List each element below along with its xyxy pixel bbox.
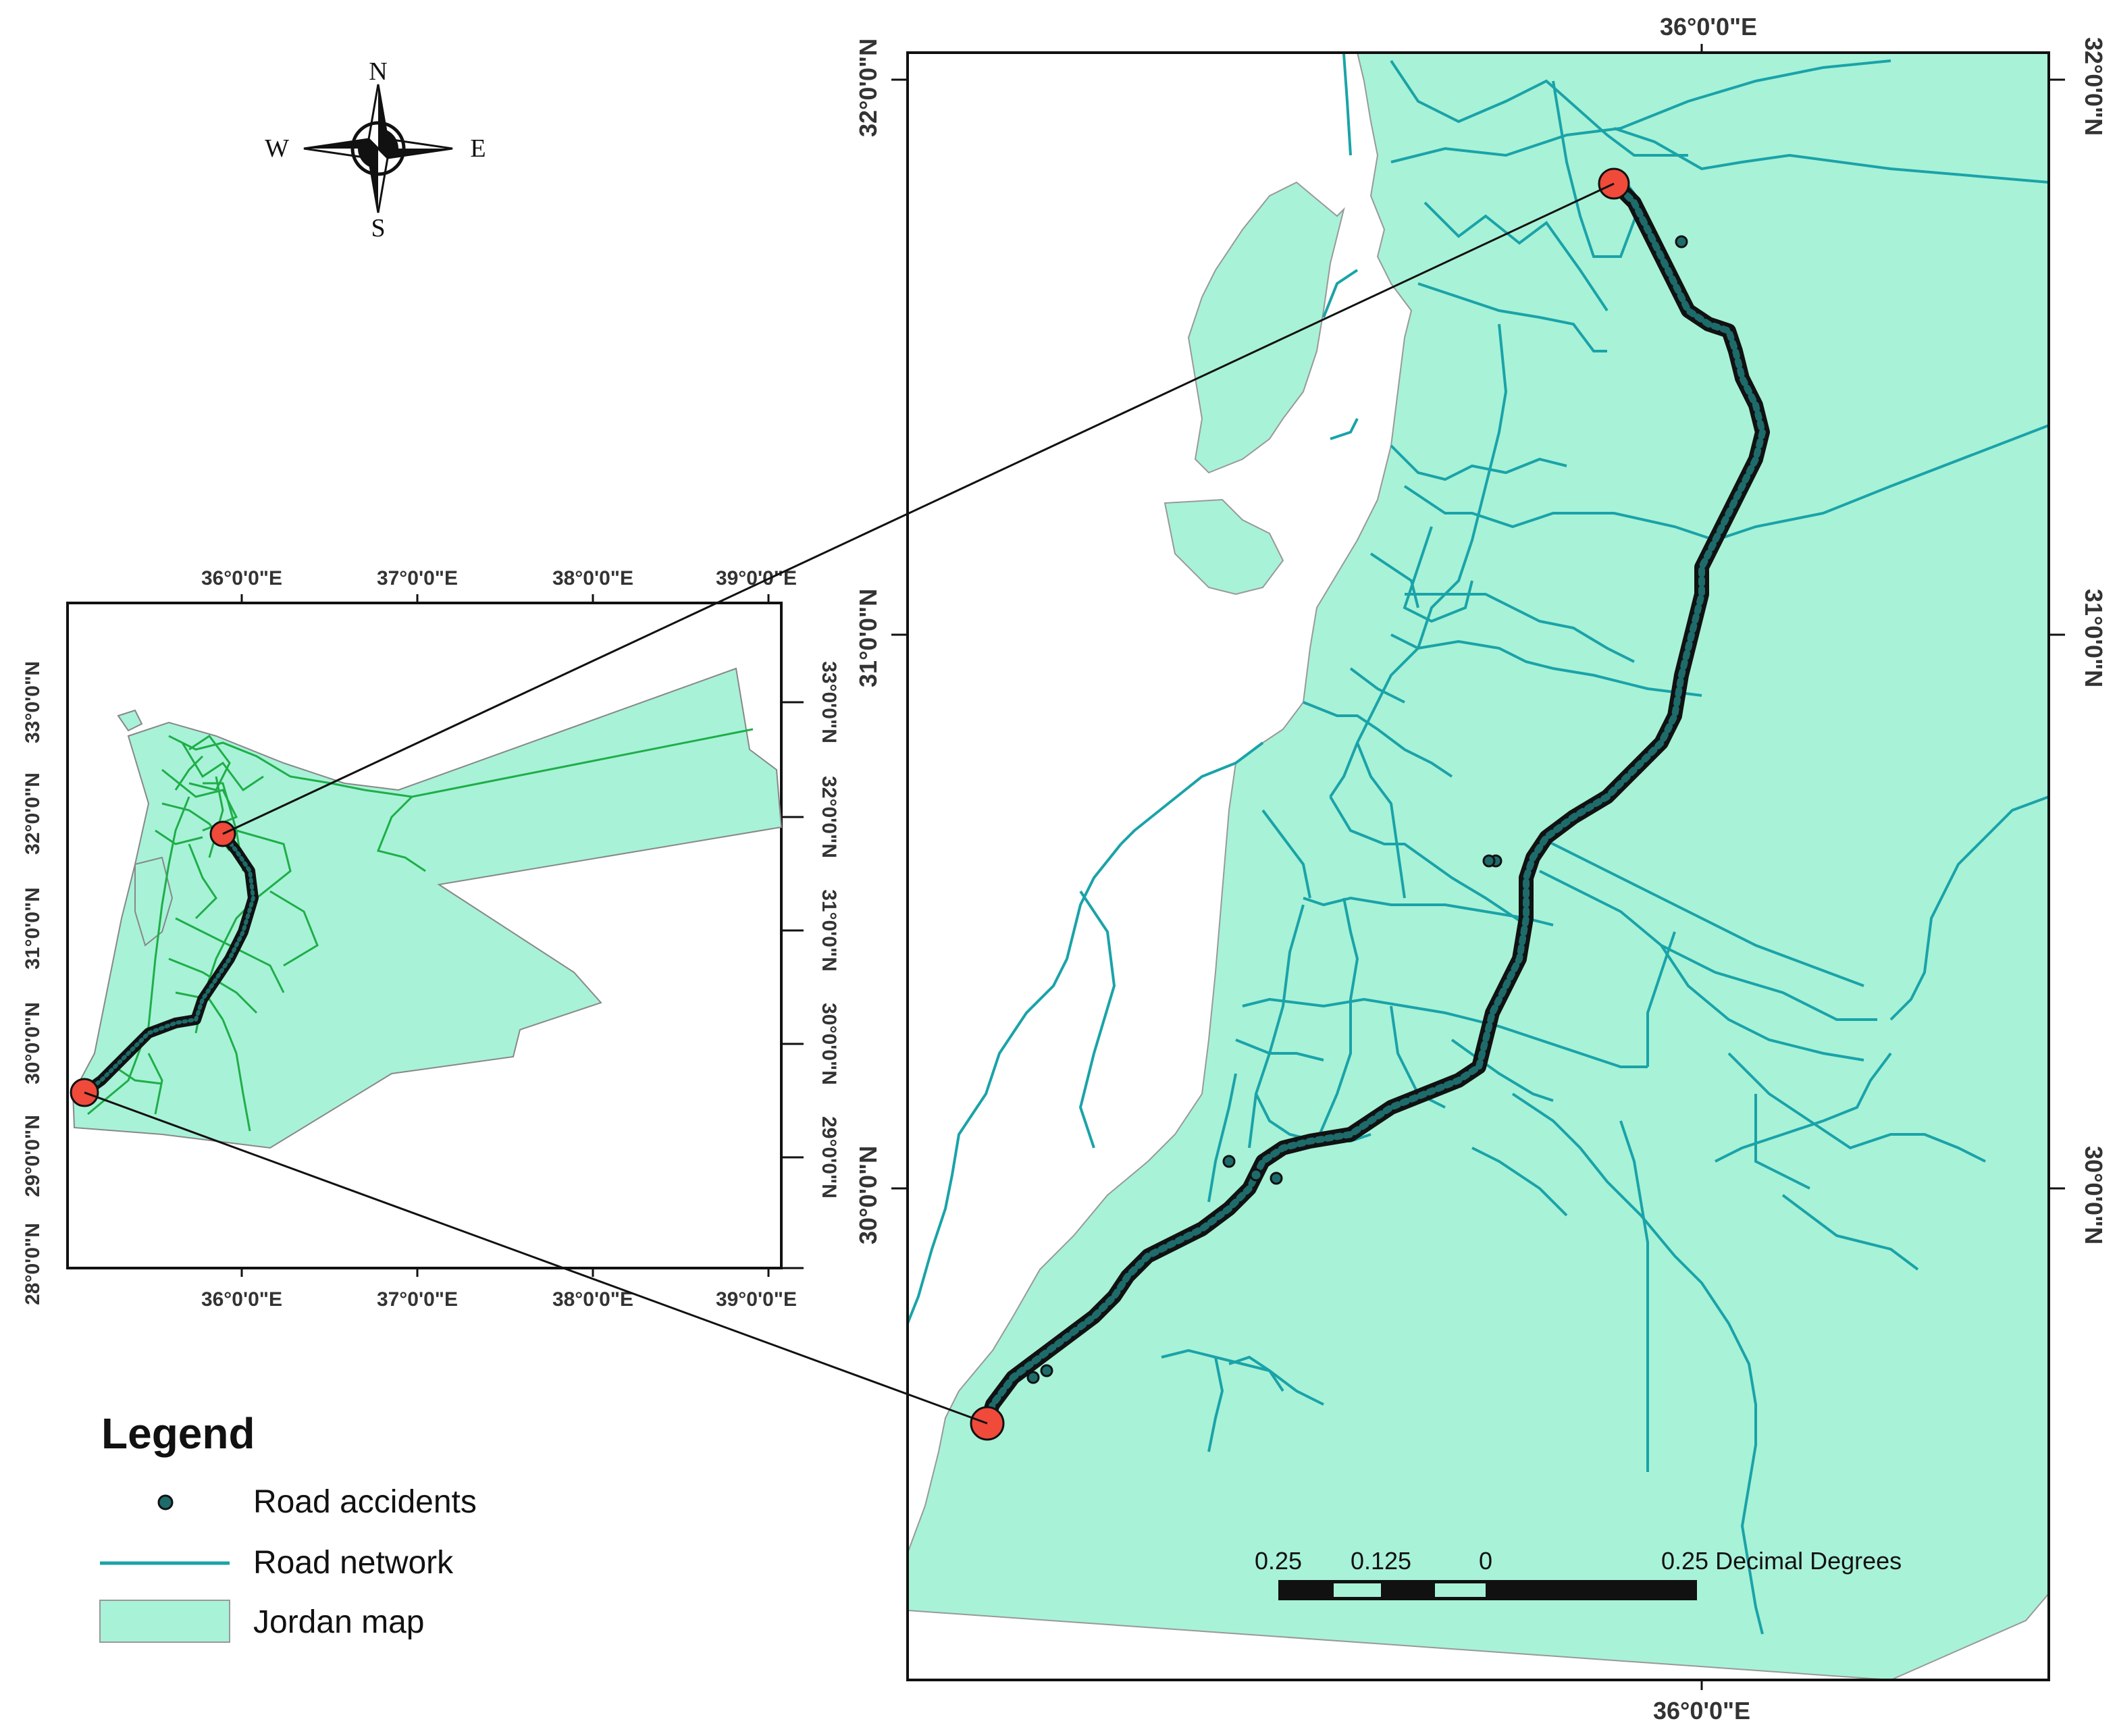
legend-item-label: Road network (253, 1545, 454, 1581)
main-left-tick: 32°0'0"N (854, 38, 882, 137)
inset-jordan-polygon (72, 667, 783, 1149)
inset-bottom-tick: 37°0'0"E (377, 1288, 458, 1311)
legend-item-label: Road accidents (253, 1484, 477, 1520)
inset-right-tick: 30°0'0"N (818, 1003, 840, 1085)
main-right-tick: 31°0'0"N (2080, 589, 2108, 687)
legend-item-label: Jordan map (253, 1604, 424, 1640)
main-map: 0.25 0.125 0 0.25 Decimal Degrees 36°0'0… (854, 13, 2108, 1725)
inset-right-tick: 29°0'0"N (818, 1116, 840, 1199)
inset-map: 36°0'0"E 37°0'0"E 38°0'0"E 39°0'0"E 36°0… (22, 567, 840, 1311)
inset-right-tick: 32°0'0"N (818, 776, 840, 858)
main-jordan-polygon (908, 53, 2049, 1680)
scale-label: 0.25 (1255, 1547, 1302, 1575)
inset-left-tick: 30°0'0"N (22, 1002, 44, 1084)
inset-golan-polygon (117, 709, 143, 732)
inset-bottom-tick: 36°0'0"E (201, 1288, 282, 1311)
main-road-network (908, 53, 2049, 1635)
inset-tick-marks (240, 594, 804, 1277)
main-west-bank-polygon (1187, 181, 1345, 474)
scale-label: 0.125 (1351, 1547, 1411, 1575)
main-bottom-tick: 36°0'0"E (1653, 1697, 1750, 1725)
inset-bottom-tick: 39°0'0"E (716, 1288, 797, 1311)
inset-left-tick: 32°0'0"N (22, 772, 44, 855)
inset-accident-points (82, 832, 256, 1095)
main-accident-points (983, 179, 1767, 1428)
inset-top-tick: 37°0'0"E (377, 567, 458, 589)
compass-rose: N S E W (265, 57, 486, 242)
main-left-tick: 30°0'0"N (854, 1146, 882, 1244)
inset-right-tick: 33°0'0"N (818, 661, 840, 743)
legend: Legend Road accidents Road network Jorda… (99, 1409, 477, 1643)
zoom-connector-lines (84, 182, 1615, 1425)
inset-left-tick: 31°0'0"N (22, 887, 44, 970)
inset-left-tick: 33°0'0"N (22, 661, 44, 743)
main-accident-outliers (1026, 235, 1688, 1384)
inset-left-tick: 28°0'0"N (22, 1223, 44, 1305)
inset-top-tick: 38°0'0"E (552, 567, 633, 589)
inset-bottom-tick: 38°0'0"E (552, 1288, 633, 1311)
inset-right-tick: 31°0'0"N (818, 889, 840, 972)
main-tick-marks (891, 44, 2065, 1690)
legend-title: Legend (101, 1409, 255, 1458)
main-right-tick: 32°0'0"N (2080, 37, 2108, 136)
scale-end-label: 0.25 Decimal Degrees (1661, 1547, 1902, 1575)
legend-jordan-symbol (99, 1600, 230, 1643)
scale-label: 0 (1479, 1547, 1492, 1575)
inset-west-bank-polygon (134, 856, 174, 947)
compass-north-label: N (369, 57, 387, 86)
compass-east-label: E (470, 134, 486, 163)
inset-left-tick: 29°0'0"N (22, 1115, 44, 1197)
main-right-tick: 30°0'0"N (2080, 1146, 2108, 1244)
legend-accident-symbol (157, 1494, 174, 1510)
compass-south-label: S (371, 214, 385, 242)
compass-west-label: W (265, 134, 289, 163)
main-gaza-polygon (1164, 498, 1284, 596)
scale-bar: 0.25 0.125 0 0.25 Decimal Degrees (1255, 1547, 1902, 1600)
main-top-tick: 36°0'0"E (1660, 13, 1757, 41)
main-left-tick: 31°0'0"N (854, 589, 882, 687)
main-map-frame (906, 51, 2050, 1681)
inset-top-tick: 36°0'0"E (201, 567, 282, 589)
